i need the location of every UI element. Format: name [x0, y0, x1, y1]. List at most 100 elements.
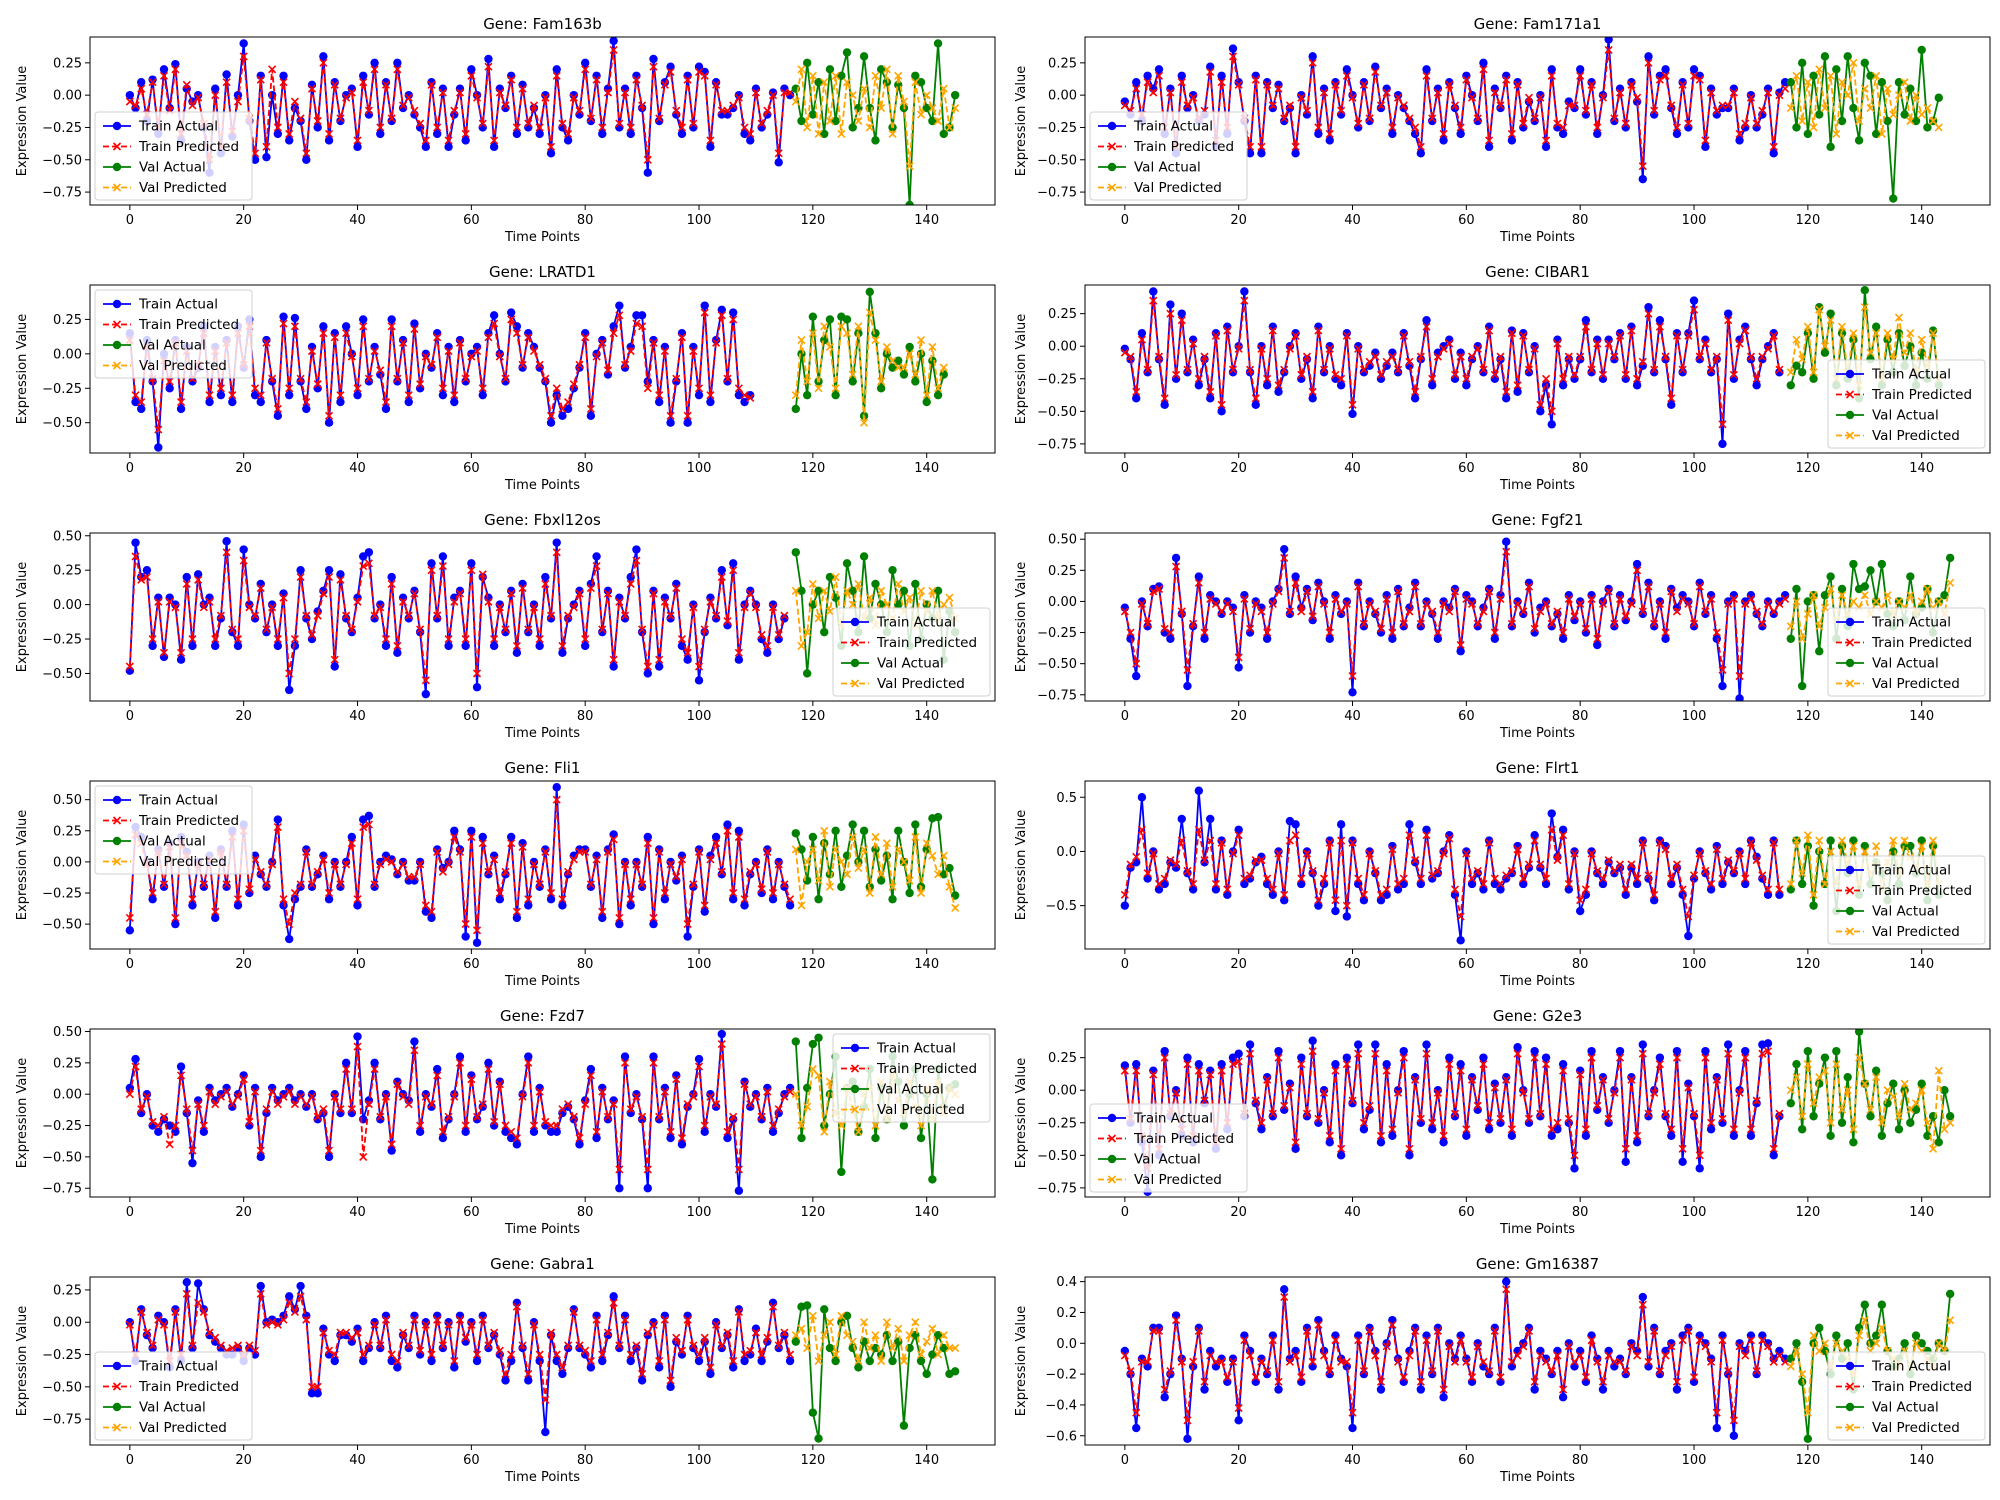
- point-train-predicted: [250, 611, 260, 620]
- point-train-actual: [1746, 1131, 1756, 1140]
- point-train-predicted: [1576, 599, 1585, 608]
- point-train-actual: [1684, 597, 1693, 606]
- point-train-actual: [1359, 1125, 1369, 1134]
- point-train-actual: [376, 1343, 385, 1353]
- point-train-actual: [211, 913, 220, 923]
- point-train-predicted: [1297, 93, 1306, 102]
- point-train-predicted: [302, 149, 311, 158]
- point-train-predicted: [353, 1042, 362, 1051]
- point-train-actual: [1262, 78, 1272, 87]
- point-val-predicted: [797, 65, 806, 74]
- point-train-actual: [1314, 1315, 1323, 1325]
- point-train-predicted: [1445, 1060, 1454, 1069]
- point-train-predicted: [706, 391, 715, 400]
- point-train-predicted: [1473, 344, 1482, 353]
- point-train-predicted: [1621, 885, 1630, 894]
- y-tick-label: 0.00: [1048, 340, 1077, 355]
- point-train-predicted: [541, 579, 550, 589]
- point-train-predicted: [541, 374, 550, 383]
- point-train-predicted: [262, 1320, 271, 1329]
- point-train-actual: [461, 1127, 470, 1137]
- point-train-predicted: [1154, 1326, 1164, 1336]
- point-val-predicted: [1883, 329, 1892, 338]
- point-train-predicted: [518, 1341, 527, 1350]
- point-val-actual: [905, 342, 914, 352]
- point-train-predicted: [1166, 1366, 1175, 1376]
- point-train-actual: [586, 579, 596, 589]
- point-train-actual: [1547, 65, 1556, 74]
- point-train-predicted: [416, 860, 425, 869]
- point-train-predicted: [353, 1328, 362, 1337]
- point-train-actual: [1547, 1131, 1556, 1140]
- point-train-predicted: [518, 584, 527, 593]
- point-train-predicted: [199, 880, 208, 889]
- y-tick-label: 0.25: [53, 564, 82, 579]
- point-train-predicted: [620, 88, 630, 97]
- point-train-predicted: [1433, 628, 1442, 637]
- point-val-predicted: [877, 377, 886, 386]
- point-train-actual: [774, 857, 783, 867]
- point-train-actual: [472, 938, 482, 947]
- x-tick-label: 140: [1909, 213, 1934, 228]
- point-train-predicted: [290, 97, 299, 106]
- point-val-actual: [1820, 52, 1830, 61]
- point-train-predicted: [638, 322, 647, 331]
- point-train-predicted: [1547, 71, 1556, 80]
- point-val-actual: [899, 1421, 909, 1430]
- point-val-predicted: [1798, 1112, 1807, 1121]
- point-train-predicted: [712, 80, 721, 89]
- point-train-predicted: [438, 88, 447, 97]
- point-val-actual: [1906, 1118, 1915, 1127]
- point-train-predicted: [1297, 874, 1306, 883]
- point-train-predicted: [1428, 607, 1437, 616]
- point-train-predicted: [467, 566, 476, 575]
- point-train-predicted: [1712, 1408, 1721, 1417]
- point-val-actual: [814, 1033, 823, 1042]
- point-train-predicted: [1120, 1351, 1129, 1360]
- point-val-actual: [1900, 110, 1909, 119]
- point-train-predicted: [1564, 879, 1573, 889]
- point-train-predicted: [598, 338, 607, 347]
- point-train-predicted: [734, 1165, 743, 1174]
- plot-frame: [1084, 1276, 1991, 1446]
- point-train-actual: [1422, 825, 1431, 834]
- point-val-predicted: [911, 370, 920, 379]
- point-train-predicted: [1593, 1101, 1602, 1110]
- point-val-predicted: [871, 1121, 880, 1130]
- point-train-predicted: [1291, 831, 1300, 840]
- point-train-predicted: [421, 352, 430, 361]
- point-train-actual: [615, 593, 624, 602]
- point-train-predicted: [1456, 1066, 1465, 1075]
- point-val-predicted: [820, 1331, 829, 1340]
- point-train-actual: [1462, 847, 1471, 856]
- point-train-predicted: [1473, 1101, 1482, 1110]
- y-tick-label: −0.25: [1037, 1116, 1077, 1131]
- legend-marker-val-actual: [1107, 162, 1117, 172]
- point-val-actual: [905, 200, 914, 205]
- point-val-predicted: [1946, 578, 1955, 587]
- point-train-actual: [1445, 1053, 1454, 1062]
- point-train-predicted: [734, 1307, 743, 1316]
- point-train-actual: [1183, 1053, 1192, 1062]
- point-train-actual: [1268, 890, 1278, 900]
- point-train-predicted: [1615, 1053, 1625, 1062]
- point-train-predicted: [1473, 1342, 1482, 1351]
- x-tick-label: 60: [463, 213, 480, 228]
- point-val-predicted: [837, 322, 846, 331]
- point-train-predicted: [159, 1320, 169, 1329]
- point-val-predicted: [894, 579, 903, 589]
- point-val-actual: [1917, 836, 1926, 845]
- point-train-predicted: [1638, 1049, 1647, 1058]
- point-train-predicted: [1245, 624, 1255, 633]
- point-val-predicted: [911, 78, 920, 87]
- point-train-predicted: [393, 65, 402, 74]
- point-train-predicted: [455, 88, 465, 97]
- point-train-predicted: [723, 1127, 732, 1136]
- point-train-actual: [1598, 1385, 1608, 1394]
- point-train-predicted: [564, 1341, 573, 1350]
- point-train-predicted: [1627, 1075, 1636, 1084]
- point-train-actual: [654, 397, 664, 407]
- point-train-predicted: [774, 1341, 783, 1350]
- x-tick-label: 100: [1682, 709, 1707, 724]
